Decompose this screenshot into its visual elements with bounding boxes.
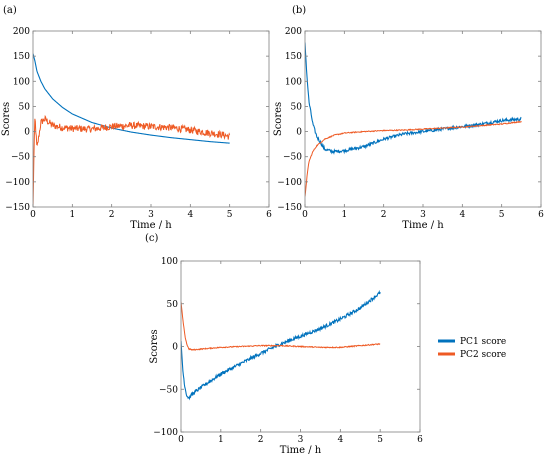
legend-label: PC1 score xyxy=(460,337,506,347)
x-tick-label: 2 xyxy=(381,210,387,220)
x-tick-label: 5 xyxy=(499,210,505,220)
plot-frame xyxy=(32,30,270,208)
x-tick-label: 2 xyxy=(109,210,115,220)
x-axis-label: Time / h xyxy=(280,445,322,456)
panel-label: (c) xyxy=(145,233,159,244)
plot-area xyxy=(305,42,522,197)
series-line-pc1-score xyxy=(33,53,230,144)
x-axis-label: Time / h xyxy=(130,220,172,231)
y-tick-label: 100 xyxy=(161,257,178,267)
x-tick-label: 1 xyxy=(69,210,75,220)
series-line-pc2-score xyxy=(33,114,231,206)
y-tick-label: 100 xyxy=(285,77,302,87)
chart-panel-3: (c) 0 1 2 3 4 5 6 −100 −50 0 50 100 Time / h Scores xyxy=(145,233,423,456)
y-tick-label: 200 xyxy=(13,27,30,37)
chart-panel-1: (a) 0 1 2 3 4 5 6 −150 −100 −50 0 50 100 150 200 Time / … xyxy=(1,5,272,231)
y-tick-label: 150 xyxy=(285,52,302,62)
panel-label: (a) xyxy=(3,5,17,16)
y-tick-label: 50 xyxy=(291,102,303,112)
y-tick-label: 50 xyxy=(19,102,31,112)
y-tick-label: −150 xyxy=(5,203,30,213)
x-tick-label: 0 xyxy=(30,210,36,220)
x-tick-label: 3 xyxy=(298,435,304,445)
y-tick-label: 0 xyxy=(172,343,178,353)
x-tick-label: 3 xyxy=(420,210,426,220)
y-tick-label: −100 xyxy=(5,178,30,188)
legend: PC1 score PC2 score xyxy=(438,337,506,360)
y-tick-label: 200 xyxy=(285,27,302,37)
y-axis-label: Scores xyxy=(149,329,160,363)
x-tick-label: 2 xyxy=(258,435,264,445)
y-tick-label: −50 xyxy=(11,153,30,163)
plot-area xyxy=(33,53,231,206)
y-axis-label: Scores xyxy=(273,102,284,136)
series-line-pc1-score xyxy=(305,42,522,155)
y-tick-label: −100 xyxy=(277,178,302,188)
x-tick-label: 1 xyxy=(341,210,347,220)
x-tick-label: 0 xyxy=(178,435,184,445)
y-tick-label: 0 xyxy=(296,128,302,138)
x-tick-label: 5 xyxy=(227,210,233,220)
y-tick-label: −150 xyxy=(277,203,302,213)
y-tick-label: −50 xyxy=(283,153,302,163)
x-tick-label: 4 xyxy=(187,210,193,220)
y-tick-label: 0 xyxy=(24,128,30,138)
x-tick-label: 5 xyxy=(377,435,383,445)
x-tick-label: 1 xyxy=(218,435,224,445)
x-tick-label: 4 xyxy=(337,435,343,445)
x-tick-label: 6 xyxy=(417,435,423,445)
x-tick-label: 3 xyxy=(148,210,154,220)
series-line-pc1-score xyxy=(181,289,381,401)
y-tick-label: 50 xyxy=(167,300,179,310)
y-axis-label: Scores xyxy=(1,102,12,136)
y-tick-label: −100 xyxy=(153,428,178,438)
y-tick-label: −50 xyxy=(159,385,178,395)
x-tick-label: 6 xyxy=(538,210,544,220)
x-tick-label: 4 xyxy=(459,210,465,220)
series-line-pc2-score xyxy=(181,301,381,351)
plot-area xyxy=(181,289,381,401)
legend-label: PC2 score xyxy=(460,350,506,360)
panel-label: (b) xyxy=(292,5,306,16)
x-tick-label: 0 xyxy=(302,210,308,220)
x-tick-label: 6 xyxy=(266,210,272,220)
chart-panel-2: (b) 0 1 2 3 4 5 6 −150 −100 −50 0 50 100 150 200 Time / … xyxy=(273,5,544,231)
series-line-pc2-score xyxy=(305,120,522,197)
y-tick-label: 100 xyxy=(13,77,30,87)
y-tick-label: 150 xyxy=(13,52,30,62)
x-axis-label: Time / h xyxy=(402,220,444,231)
